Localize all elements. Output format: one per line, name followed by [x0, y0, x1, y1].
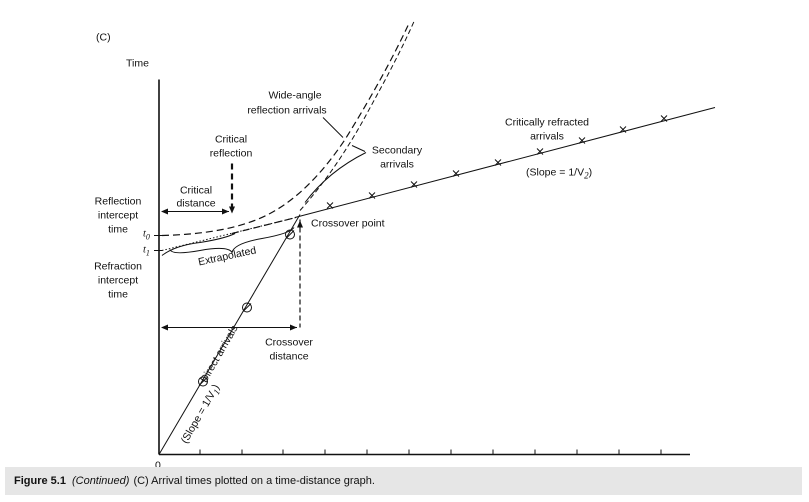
- direct-arrivals-line: [158, 214, 301, 455]
- refracted-arrival-marker: [660, 115, 668, 122]
- wide-angle-label-line2: reflection arrivals: [247, 105, 326, 117]
- caption-text: (C) Arrival times plotted on a time-dist…: [133, 475, 375, 487]
- x-axis-ticks: [199, 449, 662, 455]
- secondary-pointer: [351, 145, 366, 152]
- slope-v2-label: (Slope = 1/V2): [526, 167, 592, 181]
- refracted-arrival-marker: [326, 202, 334, 209]
- refracted-arrival-marker: [494, 159, 502, 166]
- reflection-intercept-label-line1: Reflection: [95, 196, 142, 208]
- refracted-arrival-marker: [368, 192, 376, 199]
- critical-distance-label-line1: Critical: [180, 185, 212, 197]
- extrapolated-label: Extrapolated: [197, 244, 257, 268]
- caption-label: Figure 5.1: [14, 475, 66, 487]
- refracted-arrival-marker: [410, 181, 418, 188]
- extrapolated-brace: [169, 227, 295, 254]
- reflection-intercept-label-line2: intercept: [98, 210, 138, 222]
- crossover-distance-label-line2: distance: [269, 351, 308, 363]
- critical-reflection-label-line2: reflection: [210, 148, 253, 160]
- wide-angle-label-line1: Wide-angle: [268, 90, 321, 102]
- critical-distance-label-line2: distance: [176, 198, 215, 210]
- direct-arrivals-label: Direct arrivals: [198, 323, 240, 385]
- t1-label: t1: [143, 245, 150, 258]
- t0-label: t0: [143, 229, 150, 242]
- reflection-intercept-label-line3: time: [108, 224, 128, 236]
- refraction-intercept-label-line2: intercept: [98, 275, 138, 287]
- direct-arrival-marker: [242, 302, 252, 313]
- refracted-arrival-marker: [536, 148, 544, 155]
- wide-angle-pointer: [322, 117, 344, 138]
- crossover-distance-label-line1: Crossover: [265, 337, 313, 349]
- y-axis-label: Time: [126, 58, 149, 70]
- figure-caption: Figure 5.1 (Continued) (C) Arrival times…: [5, 467, 802, 495]
- direct-arrival-marker: [198, 376, 208, 387]
- origin-label: 0: [155, 460, 161, 472]
- secondary-arrivals-label-line1: Secondary: [372, 145, 423, 157]
- direct-arrival-markers: [198, 229, 295, 387]
- refracted-arrival-markers: [326, 115, 668, 209]
- refraction-intercept-label-line3: time: [108, 289, 128, 301]
- secondary-arrivals-label-line2: arrivals: [380, 159, 414, 171]
- reflection-hyperbola: [161, 25, 409, 237]
- direct-arrival-marker: [285, 229, 295, 240]
- panel-letter: (C): [96, 32, 111, 44]
- refracted-arrival-marker: [452, 170, 460, 177]
- critically-refracted-label-line2: arrivals: [530, 131, 564, 143]
- caption-continued: (Continued): [71, 475, 130, 487]
- refracted-arrival-marker: [578, 137, 586, 144]
- refraction-intercept-label-line1: Refraction: [94, 261, 142, 273]
- slope-v1-label: (Slope = 1/V1): [179, 382, 224, 446]
- critical-reflection-label-line1: Critical: [215, 134, 247, 146]
- crossover-point-label: Crossover point: [311, 218, 385, 230]
- secondary-arrivals-curve: [304, 152, 367, 203]
- critically-refracted-label-line1: Critically refracted: [505, 117, 589, 129]
- refracted-arrival-marker: [619, 126, 627, 133]
- refracted-arrivals-line: [294, 107, 716, 218]
